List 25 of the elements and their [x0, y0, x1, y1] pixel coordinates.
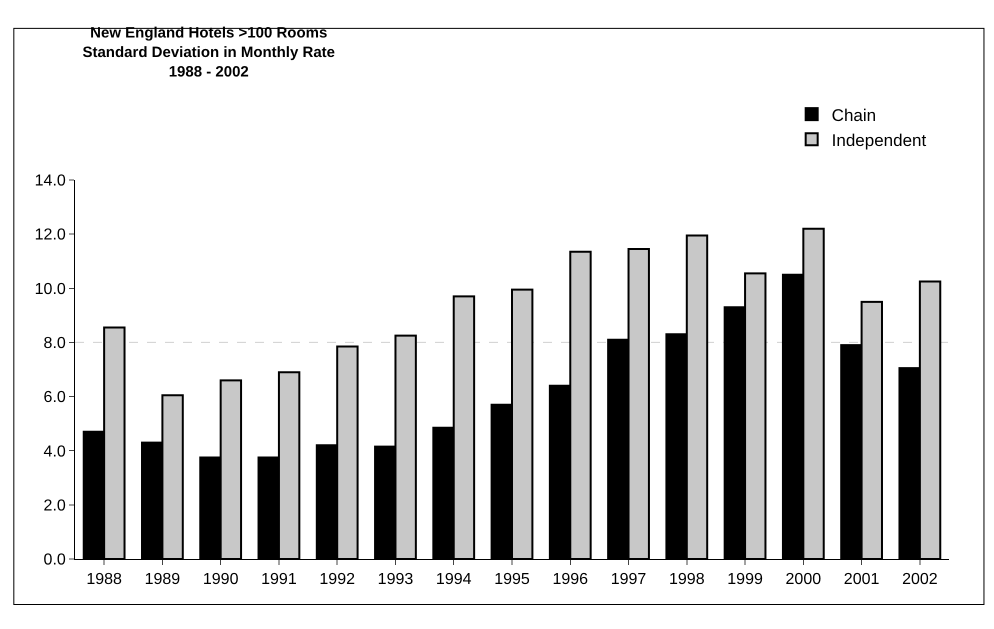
y-tick-label: 14.0	[34, 172, 66, 190]
y-tick-label: 10.0	[34, 280, 66, 298]
y-tick-label: 0.0	[44, 552, 66, 569]
x-tick-label: 1996	[552, 571, 588, 588]
x-tick-label: 1998	[669, 571, 705, 588]
x-tick-label: 1995	[494, 571, 530, 588]
legend-label: Chain	[832, 106, 876, 125]
x-tick-label: 1991	[261, 571, 297, 588]
y-tick-label: 8.0	[44, 335, 66, 352]
x-tick-label: 1997	[610, 571, 646, 588]
legend-label: Independent	[832, 130, 926, 150]
y-tick-label: 4.0	[44, 443, 66, 460]
x-tick-label: 2000	[786, 571, 822, 588]
x-tick-label: 2002	[902, 571, 938, 588]
x-tick-label: 2001	[844, 571, 880, 588]
x-tick-label: 1994	[436, 571, 472, 588]
x-tick-label: 1990	[202, 571, 239, 588]
x-tick-label: 1992	[319, 571, 356, 588]
x-tick-label: 1993	[378, 571, 414, 588]
y-tick-label: 6.0	[44, 389, 66, 406]
x-tick-label: 1989	[144, 571, 180, 588]
y-tick-label: 2.0	[44, 497, 66, 514]
y-tick-label: 12.0	[34, 226, 66, 244]
x-tick-label: 1988	[86, 571, 122, 588]
x-tick-label: 1999	[727, 571, 763, 588]
